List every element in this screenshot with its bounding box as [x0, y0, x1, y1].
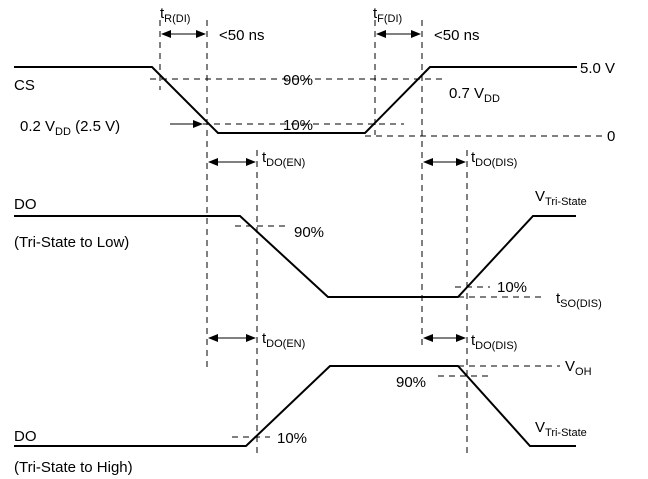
v5-label: 5.0 V — [580, 60, 615, 77]
v02-label: 0.2 VDD (2.5 V) — [20, 118, 120, 138]
zero-label: 0 — [607, 128, 615, 145]
voh-label: VOH — [565, 358, 592, 378]
tdo-en-label-1: tDO(EN) — [262, 149, 305, 169]
do-high-subtitle: (Tri-State to High) — [14, 459, 133, 476]
tso-dis-label: tSO(DIS) — [556, 290, 602, 310]
v07-label: 0.7 VDD — [449, 85, 500, 105]
tf-label: tF(DI) — [373, 5, 402, 25]
tr-label: tR(DI) — [160, 5, 190, 25]
do-low-waveform — [14, 215, 576, 298]
cs-waveform — [14, 66, 577, 134]
tdo-dis-label-1: tDO(DIS) — [471, 149, 517, 169]
vtri-label-1: VTri-State — [535, 188, 587, 208]
vtri-label-2: VTri-State — [535, 419, 587, 439]
p90-do-high-label: 90% — [396, 374, 426, 391]
p10-do-high-label: 10% — [277, 430, 307, 447]
do-low-label: DO — [14, 196, 37, 213]
p90-do-low-label: 90% — [294, 224, 324, 241]
cs-label: CS — [14, 77, 35, 94]
rise-spec-label: <50 ns — [219, 27, 264, 44]
do-high-waveform — [14, 365, 576, 447]
fall-spec-label: <50 ns — [434, 27, 479, 44]
tdo-en-label-2: tDO(EN) — [262, 330, 305, 350]
tdo-dis-label-2: tDO(DIS) — [471, 332, 517, 352]
p90-cs-label: 90% — [283, 72, 313, 89]
p10-cs-label: 10% — [283, 117, 313, 134]
p10-do-low-label: 10% — [497, 279, 527, 296]
do-high-label: DO — [14, 428, 37, 445]
do-low-subtitle: (Tri-State to Low) — [14, 234, 129, 251]
